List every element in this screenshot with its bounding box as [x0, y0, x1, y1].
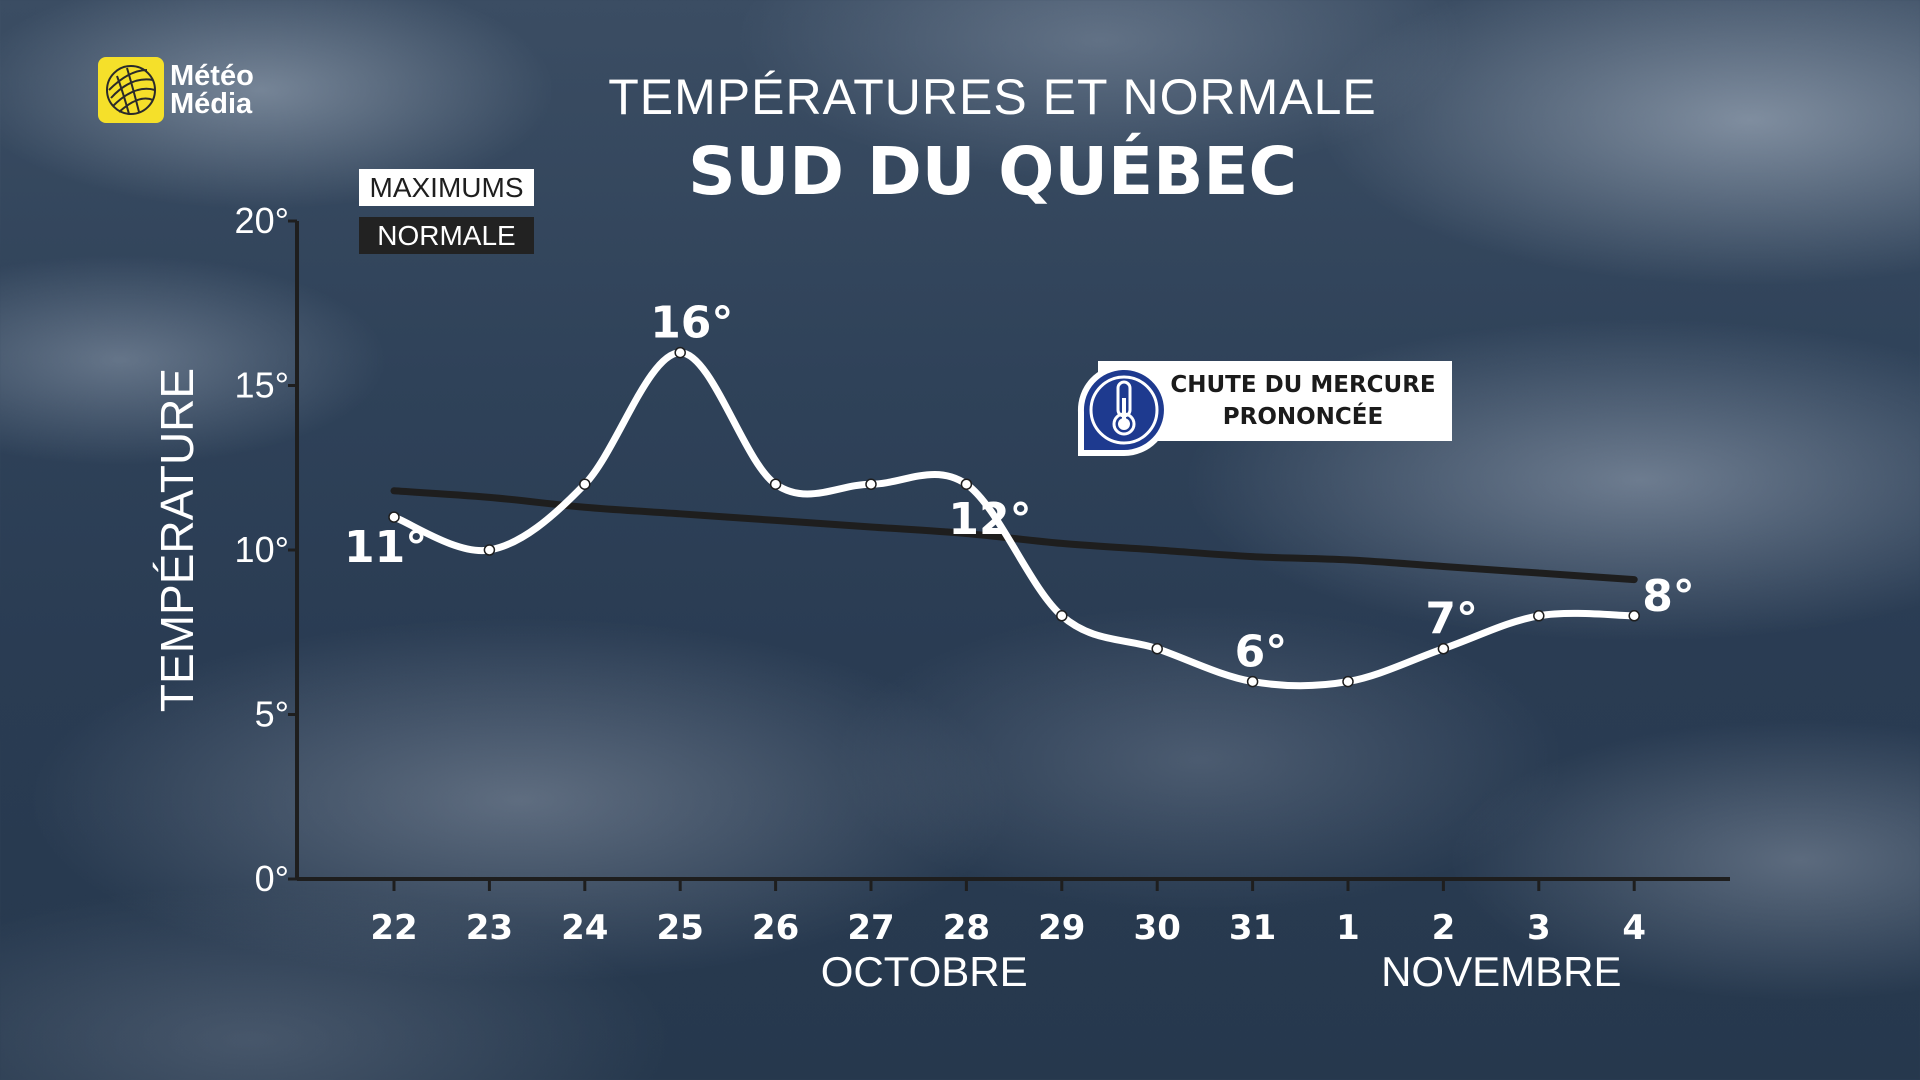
x-tick-label: 25: [657, 908, 704, 948]
y-tick-label: 15°: [235, 365, 289, 406]
data-point: [865, 478, 877, 490]
y-tick-label: 0°: [255, 858, 289, 899]
callout-line2: PRONONCÉE: [1222, 404, 1384, 430]
chart-title: TEMPÉRATURES ET NORMALE: [608, 69, 1377, 125]
x-tick-label: 26: [752, 908, 799, 948]
meteomedia-logo: Météo Média: [98, 57, 254, 123]
data-point: [1246, 675, 1259, 688]
x-tick-label: 2: [1432, 908, 1456, 948]
y-tick-label: 5°: [255, 694, 289, 735]
month-label-novembre: NOVEMBRE: [1381, 948, 1622, 995]
logo-line1: Météo: [170, 60, 254, 92]
x-tick-label: 27: [847, 908, 894, 948]
thermometer-icon: [1077, 364, 1168, 456]
series-line-normale: [390, 487, 1638, 584]
data-label: 6°: [1235, 627, 1288, 678]
data-point: [769, 478, 782, 490]
data-point: [1056, 610, 1068, 622]
series-line-maximums: [390, 349, 1638, 690]
x-tick-label: 29: [1038, 908, 1085, 948]
data-point: [1151, 642, 1163, 655]
data-label: 16°: [650, 298, 733, 349]
x-tick-label: 1: [1336, 908, 1360, 948]
x-tick-label: 28: [943, 908, 990, 948]
x-tick-label: 22: [370, 908, 417, 948]
data-label: 12°: [948, 494, 1031, 545]
x-tick-label: 23: [466, 908, 513, 948]
x-tick-label: 3: [1527, 908, 1551, 948]
callout-line1: CHUTE DU MERCURE: [1170, 372, 1436, 398]
data-point: [960, 478, 973, 490]
month-label-octobre: OCTOBRE: [820, 948, 1028, 995]
data-point: [579, 478, 591, 490]
data-label: 11°: [344, 522, 427, 573]
data-point: [1342, 675, 1354, 688]
y-tick-label: 20°: [235, 200, 289, 241]
y-tick-label: 10°: [235, 529, 289, 570]
data-point: [674, 346, 686, 359]
x-tick-label: 30: [1134, 908, 1181, 948]
data-point: [388, 511, 400, 523]
chart-subtitle: SUD DU QUÉBEC: [688, 133, 1297, 210]
x-tick-label: 31: [1229, 908, 1276, 948]
data-point: [483, 544, 496, 556]
data-label: 8°: [1642, 571, 1695, 622]
x-tick-label: 4: [1622, 908, 1646, 948]
legend-normale: NORMALE: [359, 217, 534, 254]
data-point: [1533, 610, 1545, 622]
logo-line2: Média: [170, 88, 253, 120]
data-point: [1628, 610, 1640, 622]
data-label: 7°: [1425, 594, 1478, 645]
legend-maximums: MAXIMUMS: [359, 169, 534, 206]
globe-icon: [98, 57, 164, 123]
x-tick-label: 24: [561, 908, 608, 948]
data-point: [1437, 642, 1450, 655]
